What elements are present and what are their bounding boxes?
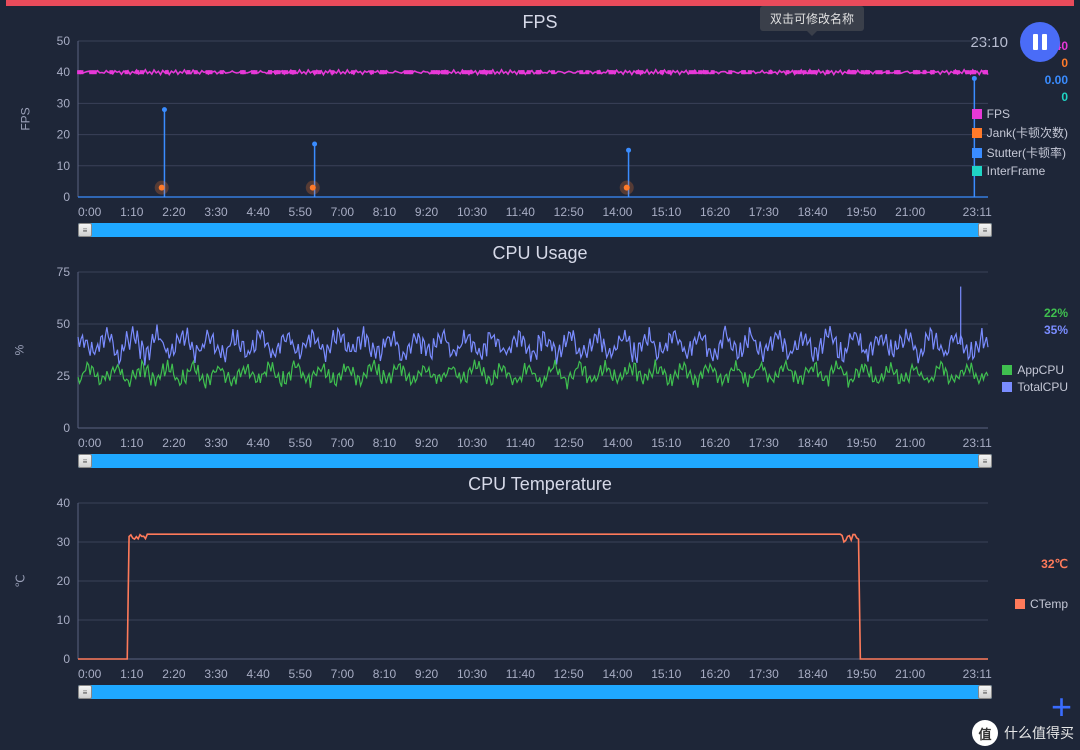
fps-xaxis-ticks: 0:001:102:203:304:405:507:008:109:2010:3… bbox=[8, 203, 1072, 221]
rename-tooltip: 双击可修改名称 bbox=[760, 6, 864, 31]
cpu-xaxis-ticks: 0:001:102:203:304:405:507:008:109:2010:3… bbox=[8, 434, 1072, 452]
svg-text:20: 20 bbox=[57, 128, 71, 142]
svg-text:10: 10 bbox=[57, 159, 71, 173]
top-red-bar bbox=[6, 0, 1074, 6]
fps-legend: 4000.000FPSJank(卡顿次数)Stutter(卡顿率)InterFr… bbox=[972, 39, 1068, 178]
pause-button[interactable] bbox=[1020, 22, 1060, 62]
fps-chart: 0 10 20 30 40 50 bbox=[8, 35, 1072, 203]
watermark: 值 什么值得买 bbox=[972, 720, 1074, 746]
svg-text:40: 40 bbox=[57, 497, 71, 510]
slider-handle-left[interactable]: ≡ bbox=[78, 685, 92, 699]
temp-chart: 0 10 20 30 40 bbox=[8, 497, 1072, 665]
watermark-text: 什么值得买 bbox=[1004, 723, 1074, 743]
svg-text:0: 0 bbox=[63, 652, 70, 665]
svg-text:25: 25 bbox=[57, 369, 71, 383]
svg-text:0: 0 bbox=[63, 421, 70, 434]
fps-panel: FPS FPS 0 10 20 30 40 50 4000.000FPSJank(卡顿次数… bbox=[8, 12, 1072, 237]
fps-title: FPS bbox=[8, 12, 1072, 33]
svg-text:20: 20 bbox=[57, 574, 71, 588]
cpu-legend: 22%35%AppCPUTotalCPU bbox=[1002, 306, 1068, 394]
svg-text:30: 30 bbox=[57, 96, 71, 110]
cpu-time-slider[interactable]: ≡ ≡ bbox=[78, 454, 992, 468]
cpu-chart: 0 25 50 75 bbox=[8, 266, 1072, 434]
temp-legend: 32℃CTemp bbox=[1015, 557, 1068, 611]
temp-panel: CPU Temperature ℃ 0 10 20 30 40 32℃CTemp 0:0… bbox=[8, 474, 1072, 699]
temp-time-slider[interactable]: ≡ ≡ bbox=[78, 685, 992, 699]
temp-yaxis-label: ℃ bbox=[14, 574, 28, 587]
slider-handle-right[interactable]: ≡ bbox=[978, 223, 992, 237]
cpu-title: CPU Usage bbox=[8, 243, 1072, 264]
slider-handle-left[interactable]: ≡ bbox=[78, 223, 92, 237]
fps-time-slider[interactable]: ≡ ≡ bbox=[78, 223, 992, 237]
pause-icon bbox=[1033, 34, 1047, 50]
cpu-yaxis-label: % bbox=[12, 345, 26, 356]
cpu-panel: CPU Usage % 0 25 50 75 22%35%AppCPUTotalCPU… bbox=[8, 243, 1072, 468]
slider-handle-left[interactable]: ≡ bbox=[78, 454, 92, 468]
watermark-badge: 值 bbox=[972, 720, 998, 746]
svg-text:0: 0 bbox=[63, 190, 70, 203]
svg-text:75: 75 bbox=[57, 266, 71, 279]
slider-handle-right[interactable]: ≡ bbox=[978, 454, 992, 468]
svg-text:40: 40 bbox=[57, 65, 71, 79]
temp-xaxis-ticks: 0:001:102:203:304:405:507:008:109:2010:3… bbox=[8, 665, 1072, 683]
svg-text:50: 50 bbox=[57, 35, 71, 48]
temp-title: CPU Temperature bbox=[8, 474, 1072, 495]
slider-handle-right[interactable]: ≡ bbox=[978, 685, 992, 699]
svg-text:50: 50 bbox=[57, 317, 71, 331]
svg-text:10: 10 bbox=[57, 613, 71, 627]
svg-text:30: 30 bbox=[57, 535, 71, 549]
fps-yaxis-label: FPS bbox=[19, 107, 33, 130]
